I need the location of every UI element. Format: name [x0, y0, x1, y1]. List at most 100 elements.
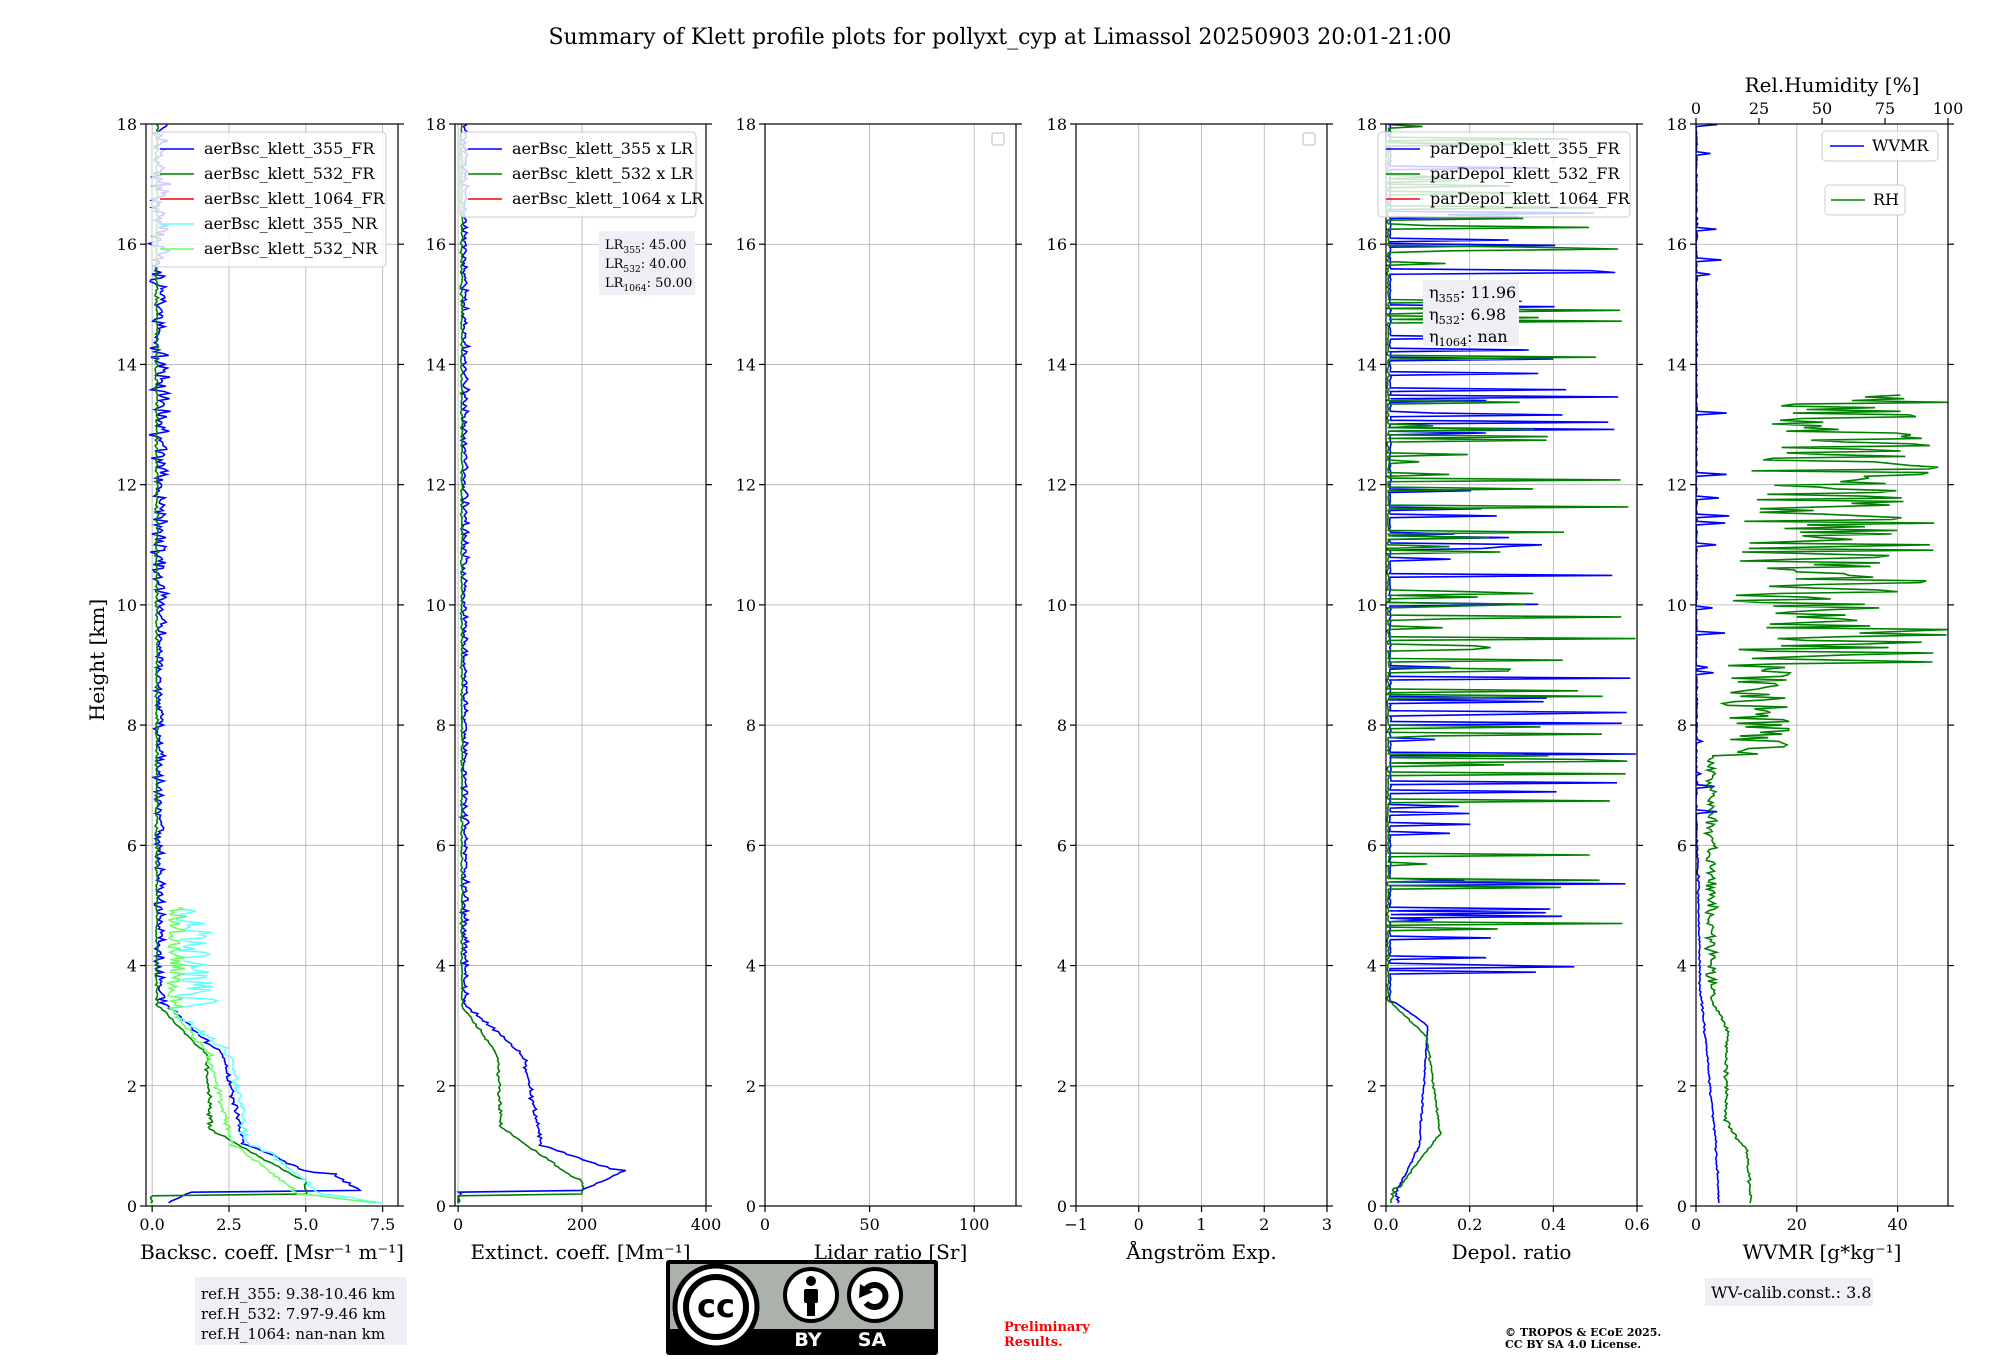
legend-frame: [1821, 130, 1939, 162]
y-tick-label: 0: [436, 1197, 446, 1216]
y-tick-label: 16: [736, 235, 756, 254]
y-tick-label: 10: [1047, 596, 1067, 615]
by-person-icon: [783, 1267, 839, 1323]
x-tick-label: 5.0: [293, 1215, 318, 1234]
y-tick-label: 14: [1357, 355, 1377, 374]
x-tick-label: −1: [1064, 1215, 1088, 1234]
legend-rh: RH: [1824, 184, 1906, 216]
y-tick-label: 0: [1677, 1197, 1687, 1216]
y-tick-label: 16: [117, 235, 137, 254]
x-tick-label: 1: [1196, 1215, 1206, 1234]
x-tick-label: 0: [1134, 1215, 1144, 1234]
legend-label: RH: [1873, 190, 1899, 209]
y-tick-label: 4: [1057, 957, 1067, 976]
legend-label: aerBsc_klett_1064 x LR: [512, 189, 704, 208]
cc-logo-text: cc: [697, 1287, 735, 1325]
eta-box-line: η1064: nan: [1429, 327, 1508, 349]
x-tick-label: 0.0: [1373, 1215, 1398, 1234]
x-tick-label: 0.2: [1457, 1215, 1482, 1234]
lidar-ratio-box-frame: [599, 231, 695, 295]
eta-box-frame: [1423, 280, 1519, 346]
cc-sa-label: SA: [858, 1329, 887, 1351]
legend-label: aerBsc_klett_355_NR: [204, 214, 378, 233]
x-tick-label: 0.0: [139, 1215, 164, 1234]
copyright-line-1: © TROPOS & ECoE 2025.: [1505, 1326, 1661, 1339]
ref-height-1064: ref.H_1064: nan-nan km: [201, 1325, 385, 1343]
y-tick-label: 6: [127, 836, 137, 855]
y-tick-label: 6: [436, 836, 446, 855]
series-line-bsc532: [149, 124, 308, 1204]
y-tick-label: 12: [1047, 476, 1067, 495]
wv-calib-frame: [1705, 1278, 1873, 1306]
x-tick-label: 0.4: [1541, 1215, 1566, 1234]
y-tick-label: 8: [127, 716, 137, 735]
y-tick-label: 4: [1677, 957, 1687, 976]
y-tick-label: 8: [746, 716, 756, 735]
x-tick-label: 7.5: [370, 1215, 395, 1234]
preliminary-line-2: Results.: [1004, 1335, 1063, 1350]
x-tick-label: 2.5: [216, 1215, 241, 1234]
top-x-tick-label: 25: [1749, 99, 1769, 118]
y-tick-label: 10: [426, 596, 446, 615]
legend-label: aerBsc_klett_355 x LR: [512, 139, 694, 158]
legend-extinction: aerBsc_klett_355 x LR aerBsc_klett_532 x …: [459, 131, 704, 218]
y-axis-label: Height [km]: [85, 599, 109, 721]
y-tick-label: 12: [736, 476, 756, 495]
y-tick-label: 8: [1677, 716, 1687, 735]
x-tick-label: 200: [567, 1215, 598, 1234]
series-line-wvmr: [1696, 124, 1730, 1204]
copyright-note: © TROPOS & ECoE 2025. CC BY SA 4.0 Licen…: [1505, 1326, 1661, 1351]
y-tick-label: 6: [1677, 836, 1687, 855]
eta-box-line: η355: 11.96: [1429, 283, 1516, 305]
empty-legend-box: [991, 132, 1005, 146]
top-x-tick-label: 75: [1875, 99, 1895, 118]
plot-frame: [764, 123, 1017, 1207]
legend-label: WVMR: [1872, 136, 1929, 155]
lidar-ratio-box-line: LR532: 40.00: [605, 257, 687, 275]
y-tick-label: 2: [436, 1077, 446, 1096]
series-line-bsc532nr: [164, 906, 376, 1204]
y-tick-label: 4: [746, 957, 756, 976]
y-tick-label: 18: [117, 115, 137, 134]
y-tick-label: 6: [1057, 836, 1067, 855]
series-line-ext355: [456, 124, 627, 1203]
x-tick-label: 3: [1322, 1215, 1332, 1234]
top-axis-label: Rel.Humidity [%]: [1745, 73, 1920, 97]
x-axis-label: Backsc. coeff. [Msr⁻¹ m⁻¹]: [140, 1240, 404, 1264]
y-tick-label: 18: [1357, 115, 1377, 134]
y-tick-label: 18: [736, 115, 756, 134]
legend-label: aerBsc_klett_532_FR: [204, 164, 375, 183]
top-x-tick-label: 0: [1691, 99, 1701, 118]
panel-bsc: 0 2 4 6 8 10 12 14 16 18 0.0 2.5 5.0 7.5 Backsc. coeff…: [117, 115, 404, 1264]
y-tick-label: 10: [1357, 596, 1377, 615]
y-tick-label: 2: [127, 1077, 137, 1096]
x-tick-label: 0: [760, 1215, 770, 1234]
preliminary-line-1: Preliminary: [1004, 1320, 1090, 1335]
series-line-dep355: [1387, 124, 1636, 1204]
legend-backscatter: aerBsc_klett_355_FR aerBsc_klett_532_FRae…: [151, 131, 387, 268]
plot-frame: [1385, 123, 1638, 1207]
lidar-ratio-box-line: LR355: 45.00: [605, 238, 687, 256]
y-tick-label: 0: [746, 1197, 756, 1216]
x-tick-label: 0: [453, 1215, 463, 1234]
plot-frame: [145, 123, 399, 1207]
x-tick-label: 100: [959, 1215, 990, 1234]
x-tick-label: 2: [1259, 1215, 1269, 1234]
y-tick-label: 2: [1367, 1077, 1377, 1096]
figure-title: Summary of Klett profile plots for polly…: [548, 25, 1451, 50]
y-tick-label: 18: [1047, 115, 1067, 134]
series-line-ext532: [457, 124, 585, 1204]
y-tick-label: 10: [736, 596, 756, 615]
top-x-tick-label: 50: [1812, 99, 1832, 118]
y-tick-label: 2: [1677, 1077, 1687, 1096]
legend-label: aerBsc_klett_355_FR: [204, 139, 375, 158]
plot-frame: [454, 123, 707, 1207]
y-tick-label: 18: [1667, 115, 1687, 134]
